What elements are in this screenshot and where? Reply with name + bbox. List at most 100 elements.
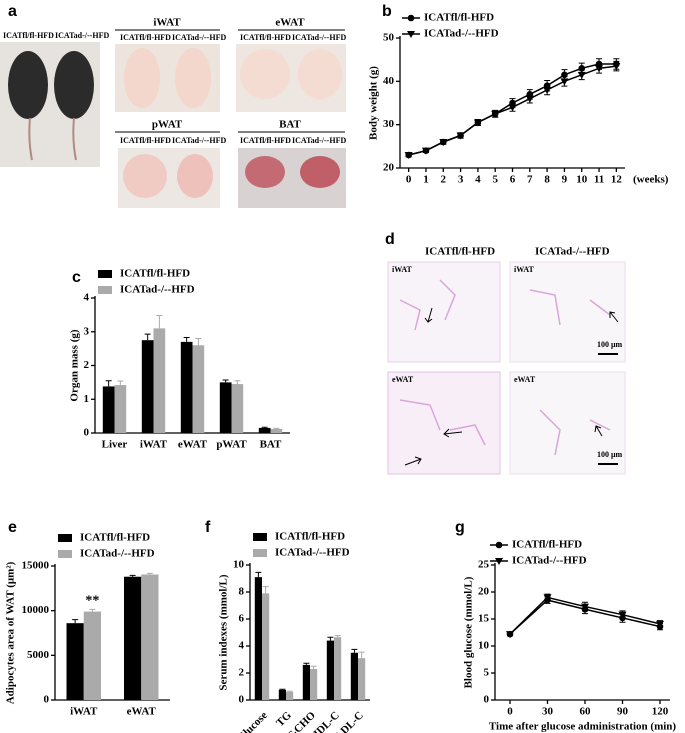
x-tick-label: eWAT — [127, 706, 157, 718]
group-label: ICATad-/--HFD — [172, 136, 226, 145]
panel-label: b — [382, 3, 392, 20]
x-tick-label: TG — [274, 709, 294, 729]
group-label: ICATfl/fl-HFD — [240, 136, 291, 145]
y-tick-label: 5000 — [27, 649, 50, 661]
error-bar — [279, 688, 286, 690]
y-tick-label: 0 — [84, 427, 90, 439]
x-tick-label: 3 — [458, 174, 464, 186]
tissue — [298, 49, 342, 99]
bar — [350, 652, 358, 700]
column-label: ICATfl/fl-HFD — [425, 246, 495, 258]
histology: d ICATfl/fl-HFD ICATad-/--HFD iWAT iWAT … — [385, 231, 626, 475]
mouse — [8, 51, 48, 119]
legend-label: ICATfl/fl-HFD — [120, 268, 190, 280]
marker — [491, 110, 500, 118]
bar — [192, 345, 205, 433]
group-label: ICATfl/fl-HFD — [120, 33, 171, 42]
y-tick-label: 4 — [239, 640, 245, 652]
legend-label: ICATad-/--HFD — [512, 555, 587, 567]
legend-label: ICATfl/fl-HFD — [275, 531, 345, 543]
marker — [456, 132, 465, 140]
arrow — [609, 311, 619, 323]
bar — [262, 593, 270, 700]
bar — [258, 427, 271, 433]
group-label: ICATad-/--HFD — [292, 33, 346, 42]
tissue-label: eWAT — [514, 375, 536, 384]
bar — [219, 382, 232, 433]
marker — [543, 594, 552, 602]
arrow — [443, 428, 463, 438]
panel-label: c — [72, 269, 81, 286]
tissue-label: eWAT — [392, 375, 414, 384]
histology-image — [509, 371, 626, 475]
panel-label: a — [8, 3, 17, 20]
marker — [525, 95, 534, 103]
bar — [141, 340, 154, 433]
y-axis-label: Adipocytes area of WAT (μm²) — [5, 561, 17, 704]
x-tick-label: 0 — [406, 174, 412, 186]
x-tick-label: 10 — [576, 174, 588, 186]
y-axis-label: Serum indexes (mmol/L) — [218, 574, 230, 690]
marker — [506, 631, 514, 639]
y-tick-label: 30 — [383, 118, 395, 130]
mouse-label: ICATfl/fl-HFD — [3, 31, 54, 40]
marker — [560, 78, 569, 86]
x-tick-label: 120 — [652, 706, 669, 718]
y-tick-label: 4 — [84, 292, 90, 304]
error-bar — [89, 608, 96, 612]
marker — [508, 104, 517, 112]
tail — [28, 117, 77, 161]
arrow — [424, 307, 433, 323]
tissue — [124, 48, 160, 108]
y-tick-label: 8 — [239, 586, 245, 598]
x-tick-label: pWAT — [216, 439, 247, 451]
mouse — [54, 51, 94, 119]
error-bar — [144, 333, 151, 341]
x-axis-label: Time after glucose administration (min) — [489, 721, 677, 733]
bar — [83, 611, 101, 700]
x-tick-label: 8 — [544, 174, 550, 186]
error-bar — [255, 571, 262, 578]
bar — [254, 577, 262, 700]
error-bar — [234, 380, 241, 385]
tissue — [245, 156, 285, 188]
bar — [114, 385, 127, 433]
error-bar — [273, 427, 280, 429]
tissue-name: BAT — [279, 119, 301, 131]
y-tick-label: 2 — [84, 359, 90, 371]
marker — [656, 620, 664, 628]
y-tick-label: 0 — [44, 694, 50, 706]
marker — [495, 541, 503, 549]
y-tick-label: 10 — [478, 640, 490, 652]
x-tick-label: 6 — [510, 174, 516, 186]
legend-swatch — [253, 533, 267, 541]
error-bar — [146, 572, 153, 575]
group-label: ICATfl/fl-HFD — [120, 136, 171, 145]
marker — [421, 147, 430, 155]
x-tick-label: 11 — [594, 174, 604, 186]
y-axis-label: Blood glucose (mmol/L) — [463, 576, 475, 688]
tissue-label: iWAT — [392, 265, 413, 274]
x-tick-label: iWAT — [70, 706, 98, 718]
x-tick-label: 1 — [423, 174, 429, 186]
error-bar — [310, 665, 317, 669]
legend-label: ICATad-/--HFD — [275, 547, 350, 559]
mouse-label: ICATad-/--HFD — [55, 31, 109, 40]
tissue-pwat: pWAT ICATfl/fl-HFD ICATad-/--HFD — [115, 119, 226, 208]
bar — [326, 640, 334, 700]
error-bar — [286, 690, 293, 692]
error-bar — [327, 636, 334, 641]
error-bar — [303, 662, 310, 665]
error-bar — [129, 574, 136, 577]
legend-label: ICATad-/--HFD — [80, 548, 155, 560]
y-axis-label: Organ mass (g) — [69, 329, 81, 401]
marker — [618, 611, 627, 619]
y-axis-label: Body weight (g) — [368, 66, 380, 140]
x-tick-label: eWAT — [178, 439, 208, 451]
significance: ** — [85, 594, 99, 609]
marker — [404, 152, 413, 159]
legend-label: ICATfl/fl-HFD — [80, 532, 150, 544]
y-tick-label: 0 — [239, 694, 245, 706]
legend-swatch — [58, 534, 72, 542]
y-tick-label: 3 — [84, 325, 90, 337]
